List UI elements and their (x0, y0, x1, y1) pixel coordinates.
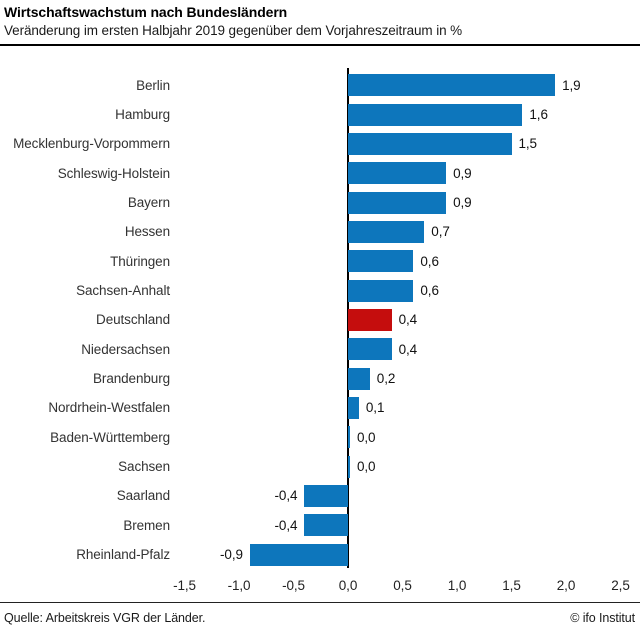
bar (348, 103, 523, 126)
category-label: Hessen (124, 224, 170, 240)
bar-row: Berlin 1,9 (0, 71, 640, 100)
bar-value-label: 1,5 (518, 136, 538, 152)
x-tick-label: 0,0 (338, 578, 358, 593)
x-tick-label: -1,5 (173, 578, 196, 593)
bar-row: Schleswig-Holstein 0,9 (0, 159, 640, 188)
bar (348, 132, 512, 155)
bar-value-label: 0,6 (420, 253, 439, 269)
bar-value-label: 0,7 (431, 224, 450, 240)
bar-value-label: 1,6 (529, 106, 548, 122)
bar (249, 543, 348, 566)
bar-value-label: 0,1 (365, 400, 385, 416)
bar-value-label: 0,4 (398, 312, 418, 328)
category-label: Bayern (127, 194, 170, 210)
bar (348, 250, 414, 273)
bar-row: Nordrhein-Westfalen 0,1 (0, 393, 640, 422)
bar-row: Sachsen 0,0 (0, 452, 640, 481)
footer-rule (0, 602, 640, 603)
bar (348, 191, 447, 214)
bar (348, 220, 425, 243)
bar-value-label: 0,9 (453, 165, 472, 181)
category-label: Saarland (116, 488, 170, 504)
x-axis: -1,5 -1,0 -0,5 0,0 0,5 1,0 1,5 2,0 2,5 (0, 578, 640, 596)
category-label: Hamburg (115, 106, 170, 122)
axis-zero-line (347, 68, 349, 568)
bar (304, 485, 348, 508)
bar (348, 308, 392, 331)
category-label: Thüringen (110, 253, 170, 269)
bar-value-label: 0,4 (398, 341, 418, 357)
bar-value-label: -0,4 (274, 517, 298, 533)
bar (348, 338, 392, 361)
bar-value-label: 0,6 (420, 282, 439, 298)
bar-row: Brandenburg 0,2 (0, 364, 640, 393)
bar-row: Hessen 0,7 (0, 217, 640, 246)
category-label: Rheinland-Pfalz (76, 547, 170, 563)
bar-value-label: 0,0 (357, 429, 376, 445)
category-label: Sachsen-Anhalt (76, 282, 170, 298)
category-label: Baden-Württemberg (50, 429, 170, 445)
bar-row: Bayern 0,9 (0, 188, 640, 217)
bar-row: Bremen -0,4 (0, 511, 640, 540)
bar (348, 162, 447, 185)
bar-value-label: 0,0 (357, 459, 376, 475)
bar (348, 426, 350, 449)
x-tick-label: -0,5 (282, 578, 305, 593)
x-tick-label: 1,0 (447, 578, 467, 593)
x-tick-label: 1,5 (502, 578, 521, 593)
category-label: Niedersachsen (81, 341, 170, 357)
bar-value-label: 0,2 (376, 371, 396, 386)
bar-row: Deutschland 0,4 (0, 305, 640, 334)
x-tick-label: 0,5 (393, 578, 412, 593)
bar-row: Saarland -0,4 (0, 481, 640, 510)
bar (348, 455, 350, 478)
chart-title: Wirtschaftswachstum nach Bundesländern (4, 4, 288, 20)
bar-row: Baden-Württemberg 0,0 (0, 423, 640, 452)
bar-chart: Berlin 1,9 Hamburg 1,6 Mecklenburg-Vorpommer… (0, 68, 640, 570)
bar (348, 74, 556, 97)
x-tick-label: -1,0 (227, 578, 251, 593)
category-label: Schleswig-Holstein (57, 165, 170, 181)
bar-value-label: 1,9 (562, 77, 581, 93)
bar (348, 397, 359, 420)
x-tick-label: 2,5 (611, 578, 630, 593)
bar-value-label: 0,9 (453, 194, 472, 210)
copyright-note: © ifo Institut (570, 611, 635, 625)
category-label: Sachsen (118, 459, 170, 475)
bar (348, 279, 414, 302)
category-label: Deutschland (96, 312, 170, 328)
bar-row: Niedersachsen 0,4 (0, 335, 640, 364)
bar-row: Mecklenburg-Vorpommern 1,5 (0, 129, 640, 158)
bar-row: Sachsen-Anhalt 0,6 (0, 276, 640, 305)
bar-row: Rheinland-Pfalz -0,9 (0, 540, 640, 569)
chart-subtitle: Veränderung im ersten Halbjahr 2019 gege… (4, 23, 463, 38)
bar-value-label: -0,4 (274, 488, 298, 504)
bar-row: Hamburg 1,6 (0, 100, 640, 129)
bar-value-label: -0,9 (220, 547, 243, 563)
bar (304, 514, 348, 537)
category-label: Bremen (123, 517, 170, 533)
category-label: Berlin (136, 77, 170, 93)
bar (348, 367, 370, 390)
bar-row: Thüringen 0,6 (0, 247, 640, 276)
source-note: Quelle: Arbeitskreis VGR der Länder. (4, 611, 206, 625)
category-label: Brandenburg (93, 371, 170, 386)
header-rule (0, 44, 640, 46)
category-label: Nordrhein-Westfalen (48, 400, 170, 416)
x-tick-label: 2,0 (556, 578, 576, 593)
category-label: Mecklenburg-Vorpommern (13, 136, 170, 152)
